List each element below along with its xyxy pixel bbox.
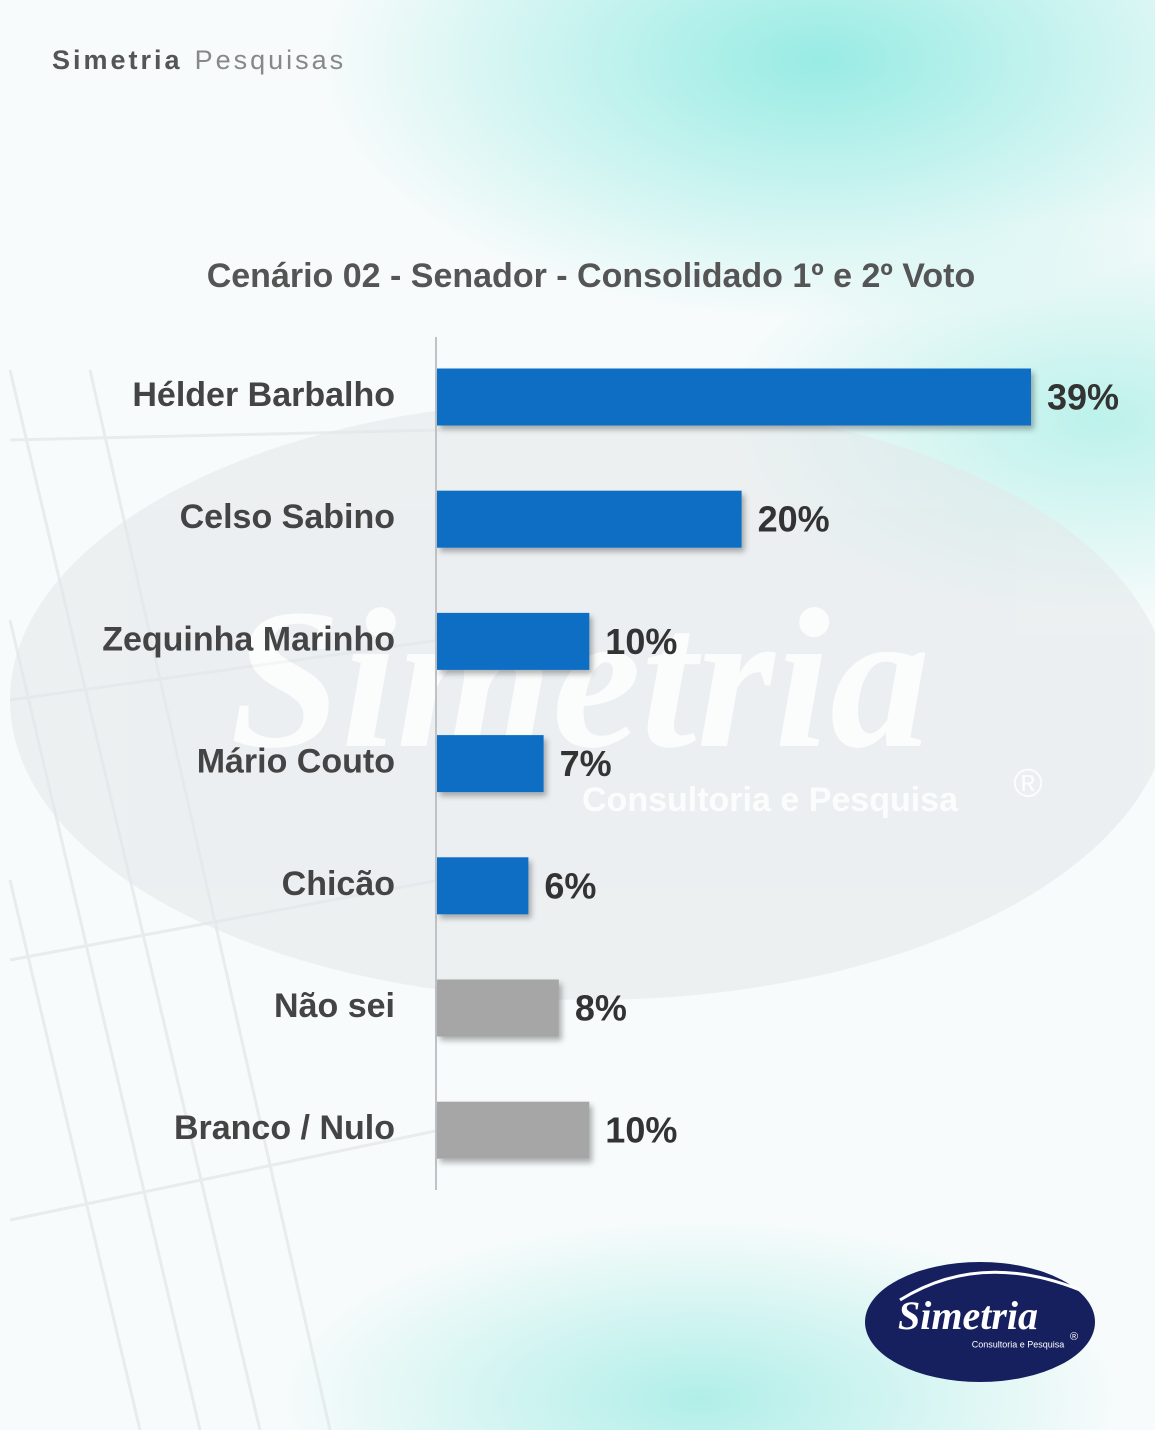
chart-title: Cenário 02 - Senador - Consolidado 1º e …	[207, 257, 976, 295]
bar	[437, 490, 742, 548]
category-label: Zequinha Marinho	[102, 620, 395, 658]
brand-sub: Pesquisas	[195, 45, 347, 75]
category-label: Hélder Barbalho	[132, 376, 395, 414]
value-label: 20%	[758, 499, 830, 540]
value-label: 39%	[1047, 377, 1119, 418]
bar	[437, 1101, 590, 1159]
bar	[437, 735, 544, 793]
bar	[437, 979, 559, 1037]
logo-mark: ®	[1070, 1331, 1078, 1343]
category-label: Celso Sabino	[180, 498, 395, 536]
logo-tagline: Consultoria e Pesquisa	[972, 1339, 1065, 1349]
value-label: 7%	[560, 743, 612, 784]
value-label: 10%	[605, 1110, 677, 1151]
category-label: Mário Couto	[197, 743, 395, 781]
value-label: 8%	[575, 988, 627, 1029]
bar	[437, 368, 1031, 426]
bars: Hélder Barbalho 39% Celso Sabino 20% Zequinh…	[102, 368, 1119, 1159]
logo: Simetria Consultoria e Pesquisa ®	[865, 1262, 1095, 1382]
watermark-name: Simetria	[230, 569, 930, 790]
category-label: Branco / Nulo	[174, 1109, 395, 1147]
bar	[437, 857, 529, 915]
bar	[437, 612, 590, 670]
watermark-tagline: Consultoria e Pesquisa	[582, 781, 959, 819]
category-label: Chicão	[282, 865, 395, 903]
value-label: 6%	[544, 865, 596, 906]
logo-name: Simetria	[898, 1293, 1038, 1338]
category-label: Não sei	[274, 987, 395, 1025]
brand: Simetria Pesquisas	[52, 45, 346, 75]
brand-name: Simetria	[52, 45, 183, 75]
value-label: 10%	[605, 621, 677, 662]
watermark: Simetria Consultoria e Pesquisa ®	[10, 400, 1155, 1000]
watermark-mark: ®	[1013, 762, 1042, 806]
